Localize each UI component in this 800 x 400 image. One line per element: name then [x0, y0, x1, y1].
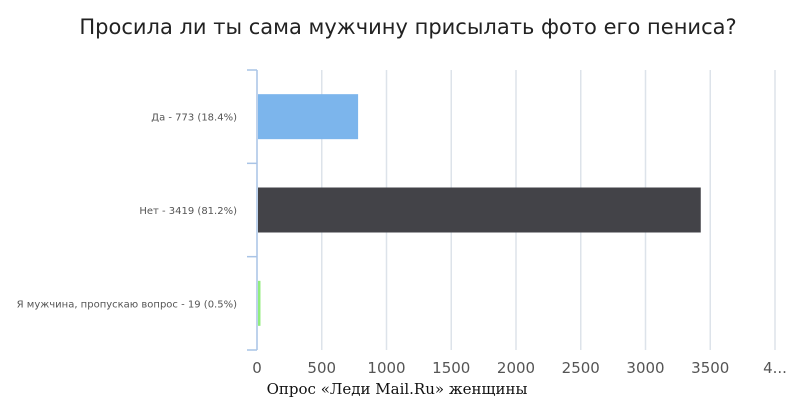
bar [258, 280, 261, 326]
x-tick-label: 3000 [626, 359, 664, 377]
x-tick-label: 2500 [562, 359, 600, 377]
x-tick-label: 2000 [497, 359, 535, 377]
x-tick-label: 4... [763, 359, 787, 377]
category-label: Да - 773 (18.4%) [151, 113, 237, 124]
bar [258, 94, 359, 140]
x-axis-ticks: 0 500 1000 1500 2000 2500 3000 3500 4... [252, 359, 787, 377]
category-label: Нет - 3419 (81.2%) [139, 206, 237, 217]
x-tick-label: 1500 [432, 359, 470, 377]
x-tick-label: 1000 [367, 359, 405, 377]
chart-title: Просила ли ты сама мужчину присылать фот… [79, 15, 736, 39]
category-labels: Да - 773 (18.4%) Нет - 3419 (81.2%) Я мужч… [17, 113, 237, 311]
bars [258, 94, 701, 326]
source-caption: Опрос «Леди Mail.Ru» женщины [267, 380, 528, 398]
x-tick-label: 0 [252, 359, 262, 377]
x-tick-label: 3500 [691, 359, 729, 377]
x-tick-label: 500 [307, 359, 336, 377]
bar [258, 187, 701, 233]
category-label: Я мужчина, пропускаю вопрос - 19 (0.5%) [17, 299, 237, 310]
